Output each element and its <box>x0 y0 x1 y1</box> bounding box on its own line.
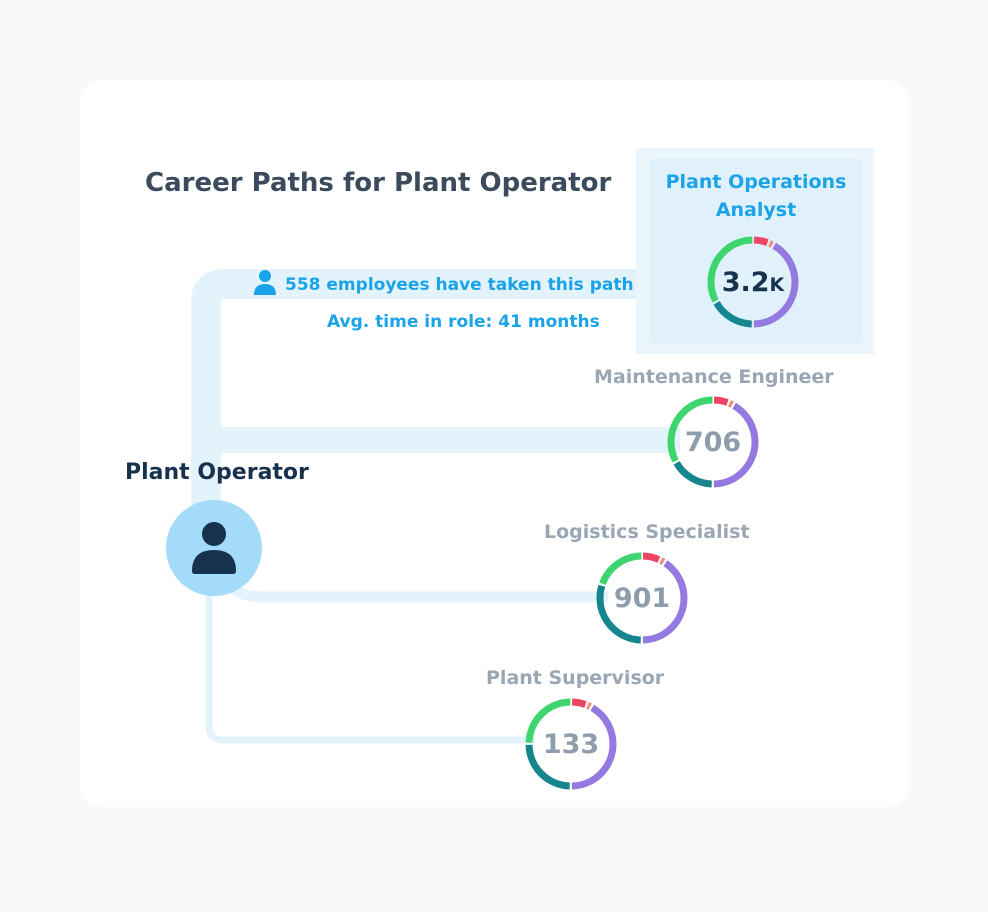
target-label-plant-operations-analyst[interactable]: Plant Operations Analyst <box>665 171 847 221</box>
ring-chart <box>707 236 799 328</box>
ring-number: 133 <box>542 728 600 760</box>
ring-value: 706 <box>666 395 760 489</box>
path-to-plant-operations-analyst[interactable] <box>191 269 712 505</box>
employees-count-text: 558 employees have taken this path <box>285 275 634 295</box>
ring-segment <box>596 552 688 644</box>
ring-segment <box>707 236 799 328</box>
ring-number: 901 <box>613 582 671 614</box>
ring-segment <box>525 698 617 790</box>
ring-segment <box>667 396 759 488</box>
person-icon <box>254 270 276 295</box>
ring-value: 901 <box>595 551 689 645</box>
ring-segment <box>707 236 799 328</box>
target-label-maintenance-engineer[interactable]: Maintenance Engineer <box>594 366 834 388</box>
ring-segment <box>667 396 759 488</box>
ring-chart <box>525 698 617 790</box>
ring-chart <box>596 552 688 644</box>
path-employees-info: 558 employees have taken this path <box>253 268 634 296</box>
ring-unit: K <box>769 274 785 296</box>
active-target-panel[interactable] <box>649 158 862 344</box>
path-to-logistics-specialist[interactable] <box>227 581 608 603</box>
ring-value: 3.2 K <box>706 235 800 329</box>
path-to-plant-supervisor[interactable] <box>205 590 535 744</box>
ring-value: 133 <box>524 697 618 791</box>
target-ring-maintenance-engineer[interactable]: 706 <box>666 395 760 489</box>
target-ring-plant-operations-analyst[interactable]: 3.2 K <box>706 235 800 329</box>
target-label-plant-supervisor[interactable]: Plant Supervisor <box>486 667 665 689</box>
page-title: Career Paths for Plant Operator <box>145 168 612 198</box>
target-ring-logistics-specialist[interactable]: 901 <box>595 551 689 645</box>
ring-chart <box>667 396 759 488</box>
source-role-avatar[interactable] <box>166 500 262 596</box>
target-ring-plant-supervisor[interactable]: 133 <box>524 697 618 791</box>
source-role-label: Plant Operator <box>125 460 309 485</box>
ring-number: 706 <box>684 426 742 458</box>
target-label-logistics-specialist[interactable]: Logistics Specialist <box>544 521 750 543</box>
ring-number: 3.2 <box>721 266 770 298</box>
ring-segment <box>596 552 688 644</box>
person-icon <box>192 522 236 574</box>
avg-time-text: Avg. time in role: 41 months <box>327 312 600 332</box>
